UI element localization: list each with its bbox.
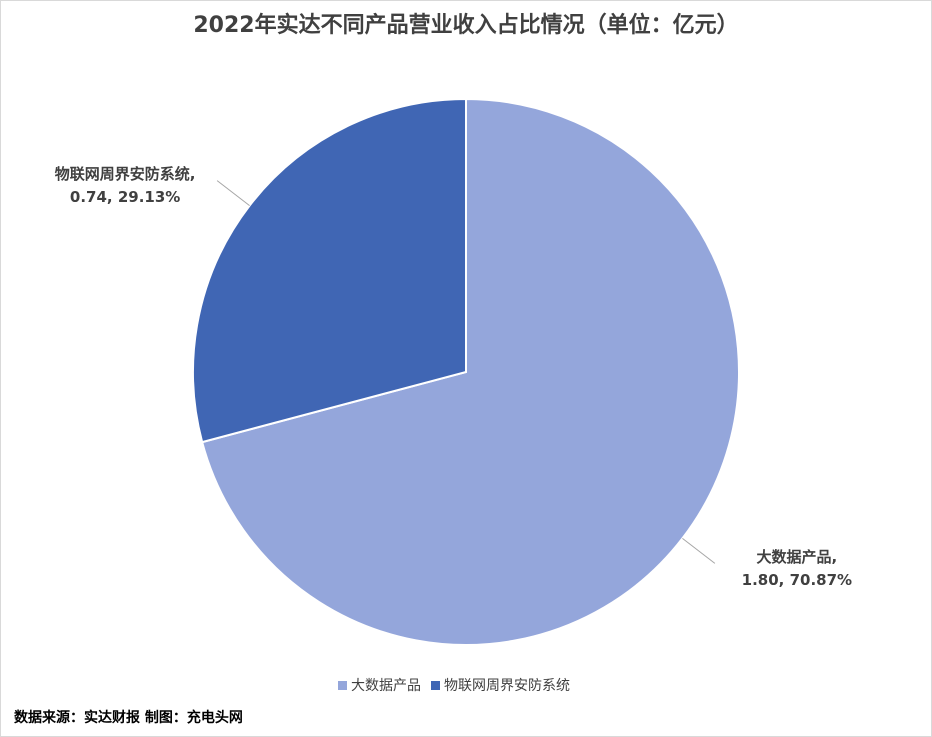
- source-note: 数据来源：实达财报 制图：充电头网: [14, 709, 243, 726]
- legend-swatch: [338, 681, 347, 690]
- legend-swatch: [431, 681, 440, 690]
- data-label-value: 0.74, 29.13%: [70, 188, 180, 206]
- leader-line: [682, 538, 716, 564]
- data-label-name: 大数据产品,: [757, 548, 838, 566]
- data-label-value: 1.80, 70.87%: [742, 571, 852, 589]
- data-label-name: 物联网周界安防系统,: [55, 165, 196, 183]
- pie-slice: [192, 97, 467, 444]
- legend-label: 物联网周界安防系统: [444, 678, 570, 694]
- pie-slice: [200, 97, 740, 646]
- legend-label: 大数据产品: [351, 678, 421, 694]
- leader-line: [216, 180, 250, 206]
- chart-title: 2022年实达不同产品营业收入占比情况（单位：亿元）: [193, 12, 738, 38]
